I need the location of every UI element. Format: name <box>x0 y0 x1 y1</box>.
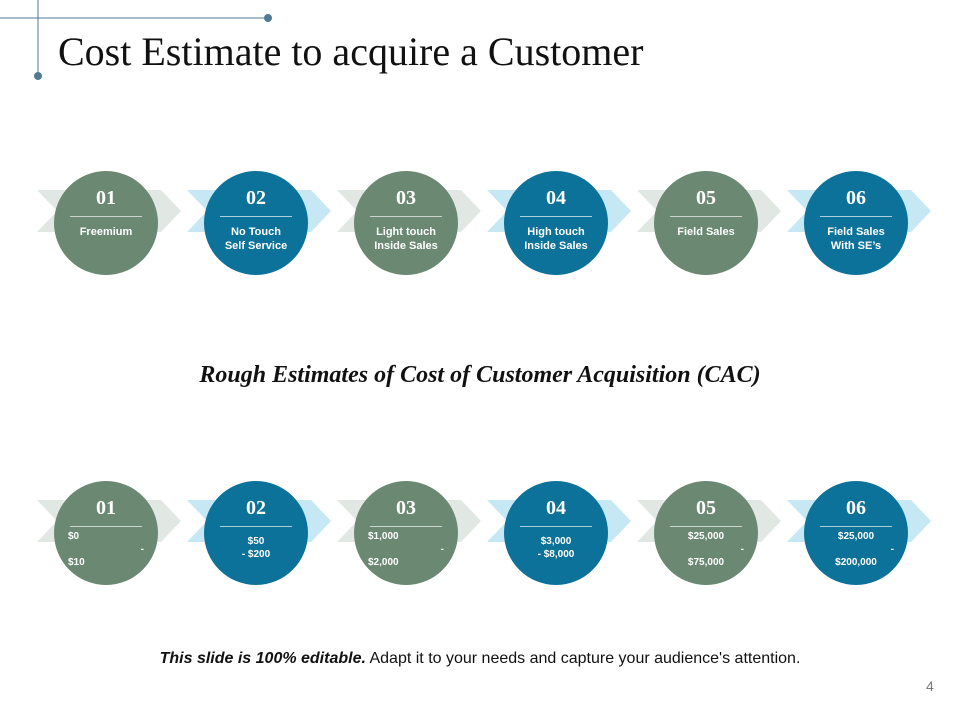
cost-line: - <box>440 544 444 555</box>
step-number: 05 <box>696 497 716 519</box>
cost-line: - <box>740 544 744 555</box>
estimate-circle: 02 $50 - $200 <box>204 481 308 585</box>
channel-circle: 06 Field Sales With SE’s <box>804 171 908 275</box>
channel-circle: 02 No Touch Self Service <box>204 171 308 275</box>
estimate-item: 03 $1,000 - $2,000 <box>337 478 487 588</box>
step-number: 01 <box>96 187 116 209</box>
channel-item: 01 Freemium <box>37 168 187 278</box>
step-number: 02 <box>246 497 266 519</box>
estimate-item: 02 $50 - $200 <box>187 478 337 588</box>
cac-subtitle: Rough Estimates of Cost of Customer Acqu… <box>199 362 761 388</box>
divider-line <box>370 216 442 217</box>
channel-circle: 04 High touch Inside Sales <box>504 171 608 275</box>
channel-item: 03 Light touch Inside Sales <box>337 168 487 278</box>
page-title: Cost Estimate to acquire a Customer <box>58 29 644 74</box>
divider-line <box>70 526 142 527</box>
cost-line: $75,000 <box>687 557 725 568</box>
divider-line <box>220 526 292 527</box>
step-number: 03 <box>396 187 416 209</box>
corner-decoration <box>0 0 280 90</box>
channel-circle: 05 Field Sales <box>654 171 758 275</box>
estimate-item: 04 $3,000 - $8,000 <box>487 478 637 588</box>
channel-label: Freemium <box>79 226 133 238</box>
channels-row: 01 Freemium 02 No Touch Self Service 03 Light… <box>0 168 960 278</box>
channel-label: Field Sales <box>677 226 735 238</box>
channel-label: Field Sales With SE’s <box>827 226 885 252</box>
divider-line <box>220 216 292 217</box>
step-number: 06 <box>846 497 866 519</box>
cost-line: $200,000 <box>835 557 877 568</box>
divider-line <box>820 216 892 217</box>
cost-line: - <box>890 544 894 555</box>
channel-circle: 03 Light touch Inside Sales <box>354 171 458 275</box>
estimate-circle: 04 $3,000 - $8,000 <box>504 481 608 585</box>
step-number: 04 <box>546 187 566 209</box>
cost-line: $2,000 <box>368 557 399 568</box>
estimate-circle: 06 $25,000 - $200,000 <box>804 481 908 585</box>
cost-line: $25,000 <box>687 531 725 542</box>
estimate-circle: 01 $0 - $10 <box>54 481 158 585</box>
estimate-circle: 05 $25,000 - $75,000 <box>654 481 758 585</box>
channel-item: 02 No Touch Self Service <box>187 168 337 278</box>
channel-item: 05 Field Sales <box>637 168 787 278</box>
channel-circle: 01 Freemium <box>54 171 158 275</box>
step-number: 06 <box>846 187 866 209</box>
cost-line: $50 <box>247 536 265 547</box>
step-number: 04 <box>546 497 566 519</box>
footer-note: This slide is 100% editable. Adapt it to… <box>0 650 960 668</box>
cost-line: $25,000 <box>837 531 875 542</box>
divider-line <box>520 526 592 527</box>
step-number: 01 <box>96 497 116 519</box>
cost-range: $1,000 - $2,000 <box>368 530 444 569</box>
cost-range: $50 - $200 <box>218 535 294 561</box>
divider-line <box>70 216 142 217</box>
divider-line <box>370 526 442 527</box>
footer-bold-text: This slide is 100% editable. <box>159 650 366 667</box>
cost-range: $25,000 - $75,000 <box>668 530 744 569</box>
estimates-row: 01 $0 - $10 02 $50 - $200 03 $1,000 - $2,000 04 $3,0… <box>0 478 960 588</box>
cost-line: $10 <box>68 557 85 568</box>
estimate-item: 01 $0 - $10 <box>37 478 187 588</box>
channel-label: High touch Inside Sales <box>524 226 588 252</box>
cost-range: $3,000 - $8,000 <box>518 535 594 561</box>
divider-line <box>670 216 742 217</box>
step-number: 03 <box>396 497 416 519</box>
channel-label: Light touch Inside Sales <box>374 226 438 252</box>
cost-range: $25,000 - $200,000 <box>818 530 894 569</box>
footer-text: Adapt it to your needs and capture your … <box>365 650 801 667</box>
cost-line: - $200 <box>241 549 271 560</box>
page-number: 4 <box>926 678 934 694</box>
divider-line <box>520 216 592 217</box>
channel-item: 04 High touch Inside Sales <box>487 168 637 278</box>
divider-line <box>820 526 892 527</box>
estimate-circle: 03 $1,000 - $2,000 <box>354 481 458 585</box>
divider-line <box>670 526 742 527</box>
cost-range: $0 - $10 <box>68 530 144 569</box>
estimate-item: 06 $25,000 - $200,000 <box>787 478 937 588</box>
cost-line: $3,000 <box>540 536 572 547</box>
cost-line: $0 <box>68 531 80 542</box>
cost-line: $1,000 <box>368 531 399 542</box>
cost-line: - <box>140 544 144 555</box>
estimate-item: 05 $25,000 - $75,000 <box>637 478 787 588</box>
channel-item: 06 Field Sales With SE’s <box>787 168 937 278</box>
step-number: 05 <box>696 187 716 209</box>
channel-label: No Touch Self Service <box>224 226 288 252</box>
cost-line: - $8,000 <box>537 549 575 560</box>
step-number: 02 <box>246 187 266 209</box>
